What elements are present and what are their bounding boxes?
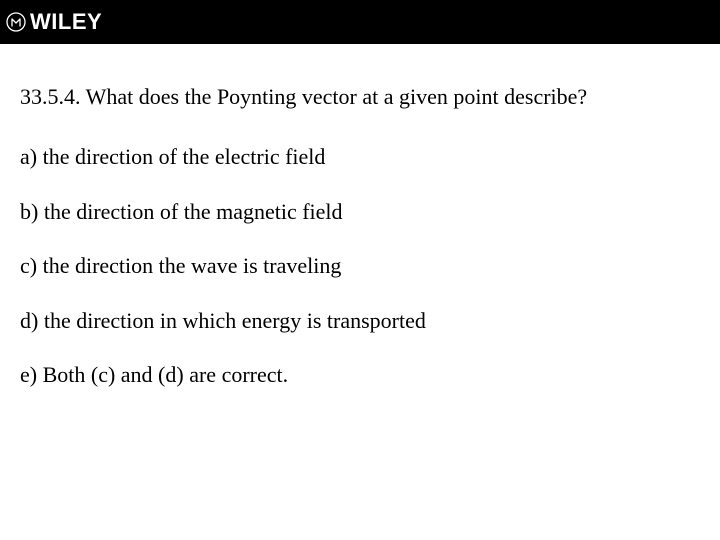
slide-content: 33.5.4. What does the Poynting vector at… bbox=[0, 44, 720, 388]
option-a: a) the direction of the electric field bbox=[20, 144, 700, 170]
option-c: c) the direction the wave is traveling bbox=[20, 253, 700, 279]
option-b: b) the direction of the magnetic field bbox=[20, 199, 700, 225]
wiley-logo: WILEY bbox=[6, 9, 102, 35]
option-e: e) Both (c) and (d) are correct. bbox=[20, 362, 700, 388]
publisher-header: WILEY bbox=[0, 0, 720, 44]
question-text: 33.5.4. What does the Poynting vector at… bbox=[20, 84, 700, 110]
wiley-logo-text: WILEY bbox=[30, 9, 102, 35]
option-d: d) the direction in which energy is tran… bbox=[20, 308, 700, 334]
wiley-logo-icon bbox=[6, 12, 26, 32]
